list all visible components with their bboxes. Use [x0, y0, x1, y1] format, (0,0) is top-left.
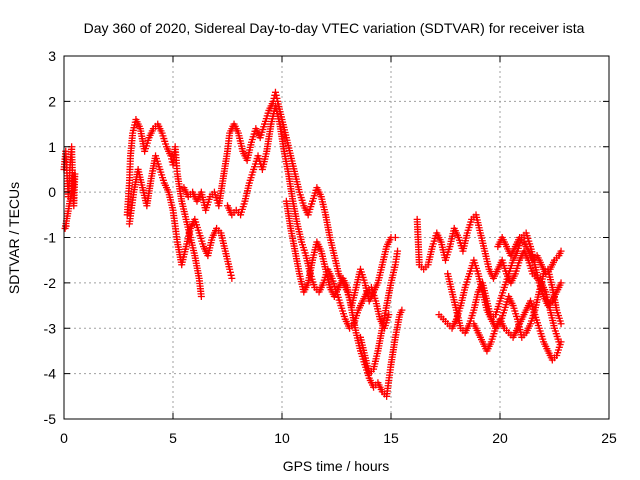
data-point	[557, 320, 565, 328]
y-tick-label: -4	[44, 366, 57, 382]
data-point	[226, 265, 234, 273]
x-tick-label: 15	[383, 430, 399, 446]
x-tick-label: 20	[492, 430, 508, 446]
series-arc-b	[123, 116, 205, 300]
series-arc-l	[494, 234, 565, 278]
y-tick-label: 3	[48, 48, 56, 64]
y-tick-label: 0	[48, 184, 56, 200]
series-arc-i	[435, 229, 565, 332]
series-arc-d	[180, 88, 399, 310]
data-point	[197, 292, 205, 300]
series-arc-k	[470, 297, 565, 364]
axis-ticks: 0 5 10 15 20 25 -5 -4 -3 -2 -1 0 1 2 3	[44, 48, 617, 446]
y-tick-label: 2	[48, 93, 56, 109]
data-point	[557, 247, 565, 255]
data-point	[385, 311, 393, 319]
series-arc-g	[356, 247, 402, 378]
y-tick-label: -3	[44, 320, 57, 336]
x-tick-label: 5	[169, 430, 177, 446]
y-axis-label: SDTVAR / TECUs	[6, 182, 22, 294]
y-tick-label: -5	[44, 411, 57, 427]
data-point-fill	[273, 94, 281, 102]
x-tick-label: 25	[601, 430, 617, 446]
y-tick-label: -2	[44, 275, 57, 291]
data-point	[167, 152, 175, 160]
data-point	[398, 306, 406, 314]
data-point	[394, 247, 402, 255]
series-arc-a	[60, 143, 79, 232]
data-point-fill	[226, 268, 234, 276]
chart-title: Day 360 of 2020, Sidereal Day-to-day VTE…	[84, 20, 585, 36]
y-tick-label: -1	[44, 230, 57, 246]
data-point	[271, 88, 279, 96]
x-tick-label: 0	[60, 430, 68, 446]
data-point-fill	[227, 271, 235, 279]
data-point	[557, 279, 565, 287]
x-tick-label: 10	[274, 430, 290, 446]
x-axis-label: GPS time / hours	[283, 458, 390, 474]
series-arc-c	[125, 152, 236, 282]
data-point-fill	[272, 91, 280, 99]
data-points	[60, 88, 565, 400]
data-point	[228, 274, 236, 282]
y-tick-label: 1	[48, 139, 56, 155]
data-point	[557, 338, 565, 346]
data-point	[391, 234, 399, 241]
